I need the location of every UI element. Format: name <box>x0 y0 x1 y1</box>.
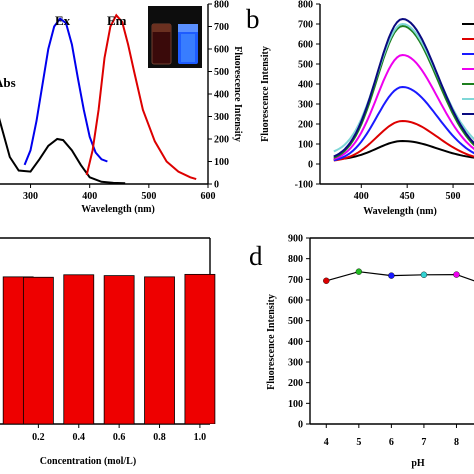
panel-d-x-tick-label: 7 <box>421 437 426 448</box>
panel-d-y-tick-label: 200 <box>288 378 303 389</box>
panel-d-y-tick-label: 0 <box>298 420 303 431</box>
panel-d-x-tick-label: 6 <box>389 437 394 448</box>
bar <box>22 276 54 424</box>
panel-d-y-tick-label: 300 <box>288 358 303 369</box>
panel-b-label: b <box>246 4 260 34</box>
panel-a-ylabel: Fluorescence Intensity <box>232 46 243 142</box>
series-em-line <box>85 13 197 181</box>
panel-b-ylabel: Fluorescence Intensity <box>260 46 271 142</box>
panel-d-ylabel: Fluorescence Intensity <box>266 294 277 390</box>
panel-a-y-tick-label: 800 <box>214 0 229 11</box>
panel-c: 0.2 0.4 0.6 0.8 1.0 Concentration (mol/L) <box>0 237 216 467</box>
bar <box>63 274 95 424</box>
panel-d-y-tick-label: 800 <box>288 254 303 265</box>
panel-c-x-tick-label: 0.8 <box>153 432 166 443</box>
panel-d-y-tick-label: 700 <box>288 275 303 286</box>
panel-b-xlabel: Wavelength (nm) <box>363 206 437 217</box>
panel-a-y-tick-label: 400 <box>214 90 229 101</box>
panel-a-x-tick-label: 600 <box>201 191 216 202</box>
panel-a-y-tick-label: 600 <box>214 45 229 56</box>
vial-photo-inset <box>148 6 202 68</box>
panel-d-label: d <box>249 241 263 271</box>
panel-b-y-tick-label: 300 <box>298 100 313 111</box>
panel-b-y-tick-label: 700 <box>298 20 313 31</box>
panel-b-x-tick-label: 450 <box>400 191 415 202</box>
panel-b-y-tick-label: 800 <box>298 0 313 11</box>
panel-b-y-tick-label: 400 <box>298 80 313 91</box>
panel-a-y-tick-label: 700 <box>214 22 229 33</box>
bar <box>144 276 175 424</box>
ph-data-point <box>453 271 460 278</box>
panel-b-y-tick-label: 600 <box>298 40 313 51</box>
abs-annotation: Abs <box>0 75 16 90</box>
panel-b-y-tick-label: 500 <box>298 60 313 71</box>
ph-data-point <box>388 272 395 279</box>
panel-b-series-line <box>333 85 474 162</box>
panel-c-x-tick-label: 0.4 <box>73 432 86 443</box>
panel-b-y-tick-label: -100 <box>295 180 313 191</box>
panel-a-y-tick-label: 300 <box>214 112 229 123</box>
panel-c-x-tick-label: 0.2 <box>32 432 45 443</box>
panel-b-series-line <box>333 119 474 162</box>
panel-d-xlabel: pH <box>411 458 425 469</box>
panel-d-y-tick-label: 500 <box>288 316 303 327</box>
panel-b-series-line <box>333 24 474 159</box>
panel-d-x-tick-label: 8 <box>454 437 459 448</box>
panel-a: 300 400 500 600 0 100 200 300 400 500 600 700 800 A… <box>0 0 243 215</box>
ph-data-point <box>323 277 330 284</box>
panel-b-y-tick-label: 200 <box>298 120 313 131</box>
bar <box>103 275 135 424</box>
panel-a-x-tick-label: 500 <box>141 191 156 202</box>
panel-c-x-tick-label: 0.6 <box>113 432 126 443</box>
panel-b-y-tick-label: 0 <box>308 160 313 171</box>
panel-b-y-tick-label: 100 <box>298 140 313 151</box>
panel-b-x-tick-label: 500 <box>446 191 461 202</box>
panel-c-x-tick-label: 1.0 <box>194 432 207 443</box>
ph-series-line <box>326 271 474 282</box>
panel-a-xlabel: Wavelength (nm) <box>81 204 155 215</box>
panel-b-legend <box>462 23 474 115</box>
panel-d-x-tick-label: 5 <box>356 437 361 448</box>
panel-a-y-tick-label: 0 <box>214 180 219 191</box>
panel-b-series-line <box>333 139 474 161</box>
panel-d-y-tick-label: 100 <box>288 399 303 410</box>
panel-d-x-tick-label: 4 <box>324 437 329 448</box>
panel-a-x-tick-label: 300 <box>23 191 38 202</box>
em-annotation: Em <box>107 13 127 28</box>
panel-b: b 400 450 500 -100 0 100 200 300 400 500 600 700 80… <box>246 0 474 217</box>
panel-a-y-tick-label: 200 <box>214 135 229 146</box>
bar <box>184 273 216 424</box>
panel-b-series-line <box>333 53 474 160</box>
panel-a-y-tick-label: 100 <box>214 157 229 168</box>
series-abs-line <box>0 117 126 184</box>
panel-b-series-line <box>333 17 474 158</box>
panel-b-x-tick-label: 400 <box>354 191 369 202</box>
panel-a-x-tick-label: 400 <box>82 191 97 202</box>
ph-data-point <box>355 268 363 275</box>
panel-c-xlabel: Concentration (mol/L) <box>40 456 136 467</box>
panel-d-y-tick-label: 400 <box>288 337 303 348</box>
panel-d-y-tick-label: 900 <box>288 234 303 245</box>
panel-d-y-tick-label: 600 <box>288 296 303 307</box>
panel-a-y-tick-label: 500 <box>214 67 229 78</box>
ex-annotation: Ex <box>55 13 71 28</box>
ph-data-point <box>420 271 428 278</box>
